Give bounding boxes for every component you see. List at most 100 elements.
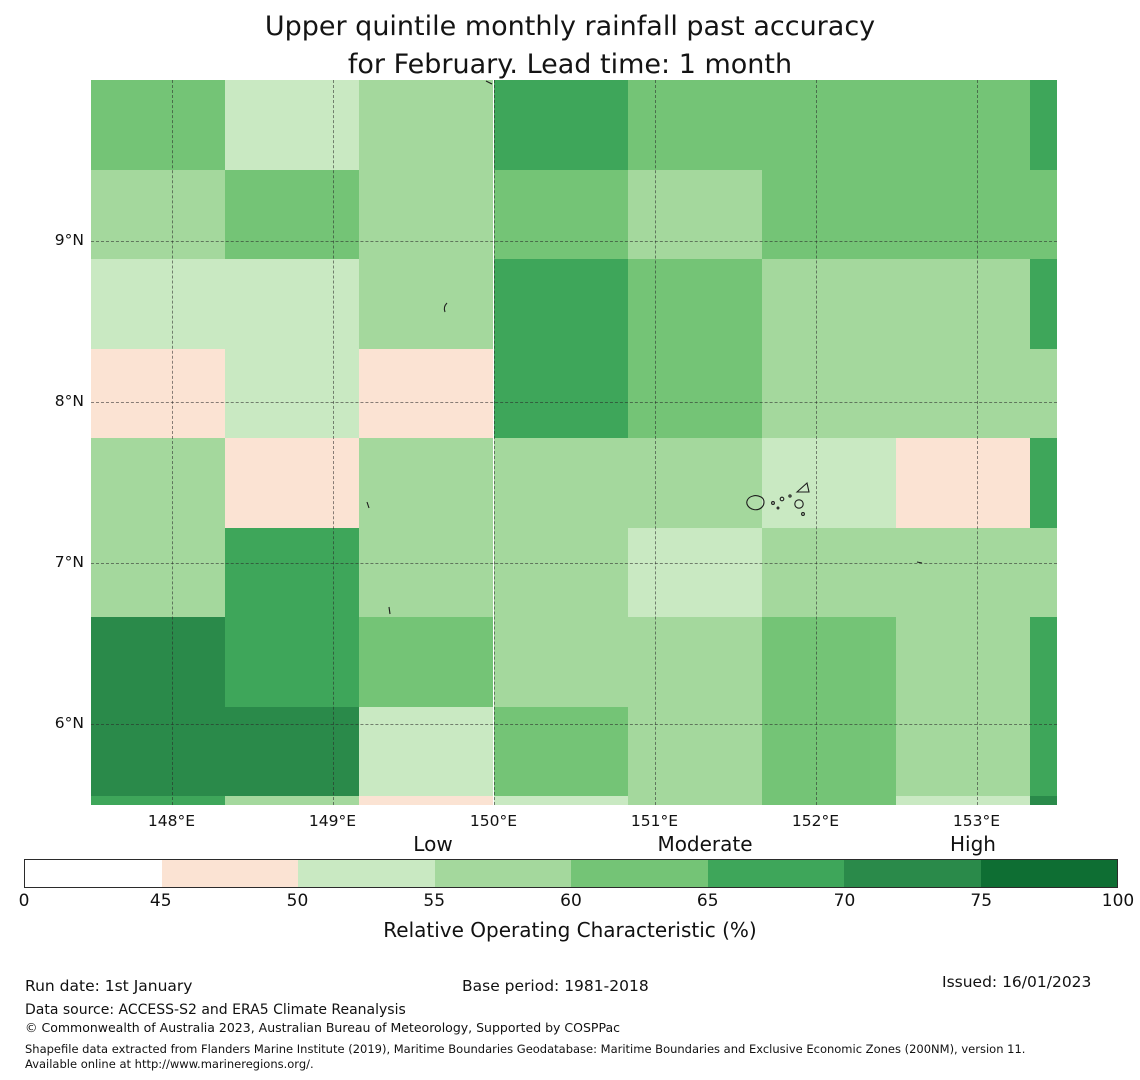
chart-title-line1: Upper quintile monthly rainfall past acc…: [264, 11, 876, 42]
chart-title-line2: for February. Lead time: 1 month: [347, 49, 793, 80]
latitude-gridline: [91, 563, 1057, 565]
colorbar-title: Relative Operating Characteristic (%): [383, 918, 757, 942]
heatmap-cell: [359, 706, 494, 797]
colorbar-tick-label: 100: [1101, 891, 1135, 911]
heatmap-cell: [896, 706, 1031, 797]
heatmap-cell: [761, 617, 896, 707]
heatmap-cell: [359, 259, 494, 349]
heatmap-cell: [896, 796, 1031, 805]
footer-data-source: Data source: ACCESS-S2 and ERA5 Climate …: [25, 1002, 406, 1018]
heatmap-cell: [91, 80, 226, 170]
heatmap-cell: [493, 259, 628, 349]
heatmap-cell: [627, 527, 762, 618]
heatmap-cell: [225, 617, 360, 707]
heatmap-cell: [91, 706, 226, 797]
heatmap-cell: [761, 796, 896, 805]
colorbar-tick-label: 70: [833, 891, 856, 911]
heatmap-cell: [896, 80, 1031, 170]
heatmap-cell: [359, 527, 494, 618]
heatmap-cell: [493, 169, 628, 259]
heatmap-cell: [493, 80, 628, 170]
heatmap-cell: [627, 438, 762, 528]
heatmap-cell: [761, 348, 896, 438]
heatmap-cell: [359, 617, 494, 707]
colorbar-tick-label: 45: [149, 891, 172, 911]
longitude-gridline: [493, 80, 495, 805]
colorbar-label-moderate: Moderate: [657, 832, 753, 856]
heatmap-cell: [225, 169, 360, 259]
x-tick-label: 151°E: [630, 812, 679, 830]
latitude-gridline: [91, 402, 1057, 404]
colorbar-tick-label: 65: [696, 891, 719, 911]
y-tick-label: 7°N: [54, 553, 84, 572]
footer-run-date: Run date: 1st January: [25, 977, 193, 995]
y-tick-label: 9°N: [54, 231, 84, 250]
heatmap-cell: [91, 617, 226, 707]
colorbar-tick-label: 50: [286, 891, 309, 911]
x-tick-label: 148°E: [147, 812, 196, 830]
heatmap-cell: [359, 169, 494, 259]
heatmap-cell: [761, 259, 896, 349]
x-tick-label: 152°E: [791, 812, 840, 830]
heatmap-cell: [225, 259, 360, 349]
heatmap-cell: [225, 348, 360, 438]
heatmap-cell: [91, 438, 226, 528]
x-tick-label: 149°E: [308, 812, 357, 830]
chart-title: Upper quintile monthly rainfall past acc…: [0, 8, 1140, 84]
heatmap-cell: [627, 169, 762, 259]
x-tick-label: 153°E: [952, 812, 1001, 830]
heatmap-cell: [1030, 527, 1057, 618]
heatmap-cell: [359, 796, 494, 805]
colorbar-label-high: High: [950, 832, 996, 856]
heatmap-cell: [493, 438, 628, 528]
heatmap-cell: [493, 617, 628, 707]
heatmap-cell: [359, 348, 494, 438]
heatmap-cell: [225, 706, 360, 797]
heatmap-cell: [91, 348, 226, 438]
longitude-gridline: [976, 80, 978, 805]
latitude-gridline: [91, 241, 1057, 243]
colorbar-segment: [434, 860, 571, 887]
heatmap-cell: [493, 348, 628, 438]
heatmap-cell: [1030, 438, 1057, 528]
colorbar-segment: [298, 860, 435, 887]
colorbar-segment: [25, 860, 162, 887]
heatmap-cell: [761, 706, 896, 797]
colorbar-label-low: Low: [413, 832, 453, 856]
heatmap-cell: [359, 80, 494, 170]
heatmap-cell: [627, 259, 762, 349]
heatmap-cell: [896, 169, 1031, 259]
colorbar-tick-label: 60: [560, 891, 582, 911]
heatmap-cell: [91, 796, 226, 805]
footer-copyright: © Commonwealth of Australia 2023, Austra…: [25, 1020, 620, 1035]
heatmap-cell: [225, 80, 360, 170]
longitude-gridline: [654, 80, 656, 805]
longitude-gridline: [171, 80, 173, 805]
heatmap-cell: [627, 348, 762, 438]
heatmap-cell: [493, 527, 628, 618]
heatmap-cell: [761, 169, 896, 259]
longitude-gridline: [815, 80, 817, 805]
footer-issued: Issued: 16/01/2023: [942, 973, 1092, 991]
colorbar: [24, 859, 1118, 888]
heatmap-cell: [1030, 80, 1057, 170]
colorbar-segment: [980, 860, 1117, 887]
colorbar-tick-label: 75: [970, 891, 993, 911]
heatmap-cell: [1030, 259, 1057, 349]
heatmap-cell: [761, 438, 896, 528]
heatmap-cell: [1030, 617, 1057, 707]
heatmap-cell: [91, 169, 226, 259]
heatmap-cell: [493, 796, 628, 805]
heatmap-cell: [896, 438, 1031, 528]
heatmap-cell: [896, 527, 1031, 618]
roc-heatmap: [91, 80, 1057, 805]
heatmap-cell: [896, 348, 1031, 438]
footer-base-period: Base period: 1981-2018: [462, 977, 649, 995]
heatmap-cell: [91, 259, 226, 349]
y-tick-label: 6°N: [54, 714, 84, 733]
heatmap-cell: [896, 617, 1031, 707]
heatmap-cell: [225, 796, 360, 805]
heatmap-cell: [225, 438, 360, 528]
heatmap-cell: [91, 527, 226, 618]
heatmap-cell: [1030, 706, 1057, 797]
